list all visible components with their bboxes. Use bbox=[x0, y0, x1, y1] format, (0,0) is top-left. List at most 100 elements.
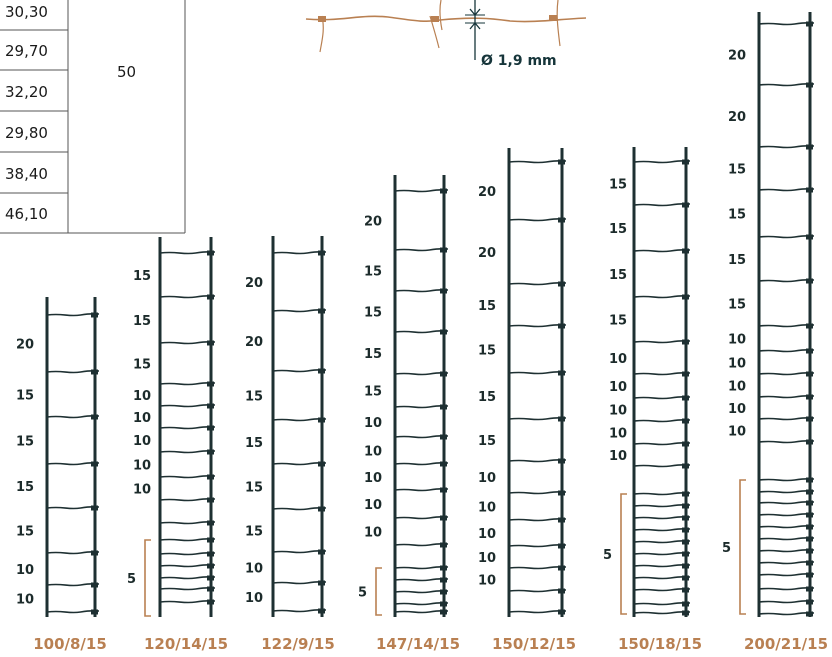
horizontal-wire bbox=[159, 425, 216, 430]
spacing-label: 20 bbox=[245, 335, 263, 350]
horizontal-wire bbox=[159, 474, 216, 479]
horizontal-wire bbox=[758, 586, 815, 591]
model-label: 120/14/15 bbox=[144, 635, 228, 653]
horizontal-wire bbox=[758, 477, 815, 482]
spacing-label: 15 bbox=[609, 268, 627, 283]
vertical-stay bbox=[808, 11, 812, 618]
horizontal-wire bbox=[758, 371, 815, 376]
vertical-stay bbox=[45, 296, 49, 618]
wire-strand bbox=[556, 0, 561, 47]
spacing-label: 15 bbox=[133, 269, 151, 284]
horizontal-wire bbox=[758, 144, 815, 149]
horizontal-wire bbox=[159, 520, 216, 525]
spacing-label: 10 bbox=[728, 425, 746, 440]
horizontal-wire bbox=[758, 560, 815, 565]
horizontal-wire bbox=[633, 610, 691, 615]
spacing-label: 15 bbox=[478, 390, 496, 405]
horizontal-wire bbox=[633, 418, 691, 423]
spacing-label: 10 bbox=[478, 527, 496, 542]
model-label: 122/9/15 bbox=[261, 635, 335, 653]
spacing-label: 10 bbox=[364, 445, 382, 460]
spacing-label: 15 bbox=[16, 480, 34, 495]
horizontal-wire bbox=[159, 250, 216, 255]
horizontal-wire bbox=[633, 587, 691, 592]
spacing-label: 15 bbox=[609, 222, 627, 237]
model-label: 200/21/15 bbox=[744, 635, 828, 653]
horizontal-wire bbox=[633, 294, 691, 299]
horizontal-wire bbox=[633, 371, 691, 376]
spacing-label: 20 bbox=[16, 338, 34, 353]
spacing-label: 15 bbox=[245, 390, 263, 405]
dense-section-bracket bbox=[739, 479, 746, 615]
horizontal-wire bbox=[758, 348, 815, 353]
spacing-label: 10 bbox=[364, 526, 382, 541]
spacing-label: 20 bbox=[478, 246, 496, 261]
spacing-label: 15 bbox=[478, 434, 496, 449]
spacing-label: 15 bbox=[133, 358, 151, 373]
table-cell: 32,20 bbox=[5, 83, 48, 101]
spacing-label: 15 bbox=[478, 344, 496, 359]
horizontal-wire bbox=[758, 82, 815, 87]
horizontal-wire bbox=[758, 21, 815, 26]
spacing-label: 15 bbox=[364, 347, 382, 362]
horizontal-wire bbox=[159, 537, 216, 542]
spacing-label: 15 bbox=[245, 525, 263, 540]
horizontal-wire bbox=[633, 248, 691, 253]
horizontal-wire bbox=[633, 601, 691, 606]
horizontal-wire bbox=[159, 294, 216, 299]
horizontal-wire bbox=[159, 403, 216, 408]
horizontal-wire bbox=[633, 463, 691, 468]
horizontal-wire bbox=[758, 599, 815, 604]
horizontal-wire bbox=[508, 517, 567, 522]
spacing-label: 10 bbox=[609, 404, 627, 419]
table-grid bbox=[0, 0, 186, 234]
vertical-stay bbox=[320, 235, 324, 618]
horizontal-wire bbox=[159, 340, 216, 345]
spacing-label: 20 bbox=[245, 276, 263, 291]
horizontal-wire bbox=[508, 565, 567, 570]
vertical-stay bbox=[560, 147, 564, 618]
spacing-label: 10 bbox=[728, 357, 746, 372]
fence-panel: 20 20 15 15 15 15 10 10 122/9/15 bbox=[245, 235, 335, 653]
spacing-label: 15 bbox=[364, 265, 382, 280]
horizontal-wire bbox=[159, 599, 216, 604]
fence-panel: 20 20 15 15 15 15 10 10 10 10 10 5 200/21/15 bbox=[722, 11, 828, 653]
horizontal-wire bbox=[758, 524, 815, 529]
vertical-stay bbox=[684, 146, 688, 618]
wire-knot bbox=[318, 16, 326, 22]
horizontal-wire bbox=[633, 515, 691, 520]
vertical-stay bbox=[442, 174, 446, 618]
wire-strand bbox=[305, 15, 587, 23]
horizontal-wire bbox=[758, 416, 815, 421]
spacing-label: 15 bbox=[609, 314, 627, 329]
vertical-stay bbox=[757, 11, 761, 618]
horizontal-wire bbox=[508, 543, 567, 548]
spacing-label: 10 bbox=[245, 562, 263, 577]
horizontal-wire bbox=[508, 609, 567, 614]
horizontal-wire bbox=[633, 159, 691, 164]
bracket-label: 5 bbox=[358, 586, 367, 601]
horizontal-wire bbox=[508, 490, 567, 495]
horizontal-wire bbox=[159, 586, 216, 591]
spacing-label: 20 bbox=[728, 110, 746, 125]
bracket-label: 5 bbox=[722, 541, 731, 556]
spacing-label: 10 bbox=[133, 459, 151, 474]
model-label: 100/8/15 bbox=[33, 635, 107, 653]
spacing-label: 10 bbox=[478, 574, 496, 589]
spacing-label: 15 bbox=[609, 178, 627, 193]
horizontal-wire bbox=[758, 394, 815, 399]
horizontal-wire bbox=[758, 234, 815, 239]
horizontal-wire bbox=[633, 441, 691, 446]
horizontal-wire bbox=[758, 187, 815, 192]
horizontal-wire bbox=[758, 536, 815, 541]
horizontal-wire bbox=[633, 563, 691, 568]
spacing-label: 10 bbox=[16, 593, 34, 608]
spacing-label: 10 bbox=[16, 563, 34, 578]
horizontal-wire bbox=[508, 458, 567, 463]
horizontal-wire bbox=[633, 503, 691, 508]
horizontal-wire bbox=[758, 439, 815, 444]
spacing-label: 10 bbox=[478, 471, 496, 486]
spacing-label: 15 bbox=[16, 525, 34, 540]
horizontal-wire bbox=[159, 551, 216, 556]
